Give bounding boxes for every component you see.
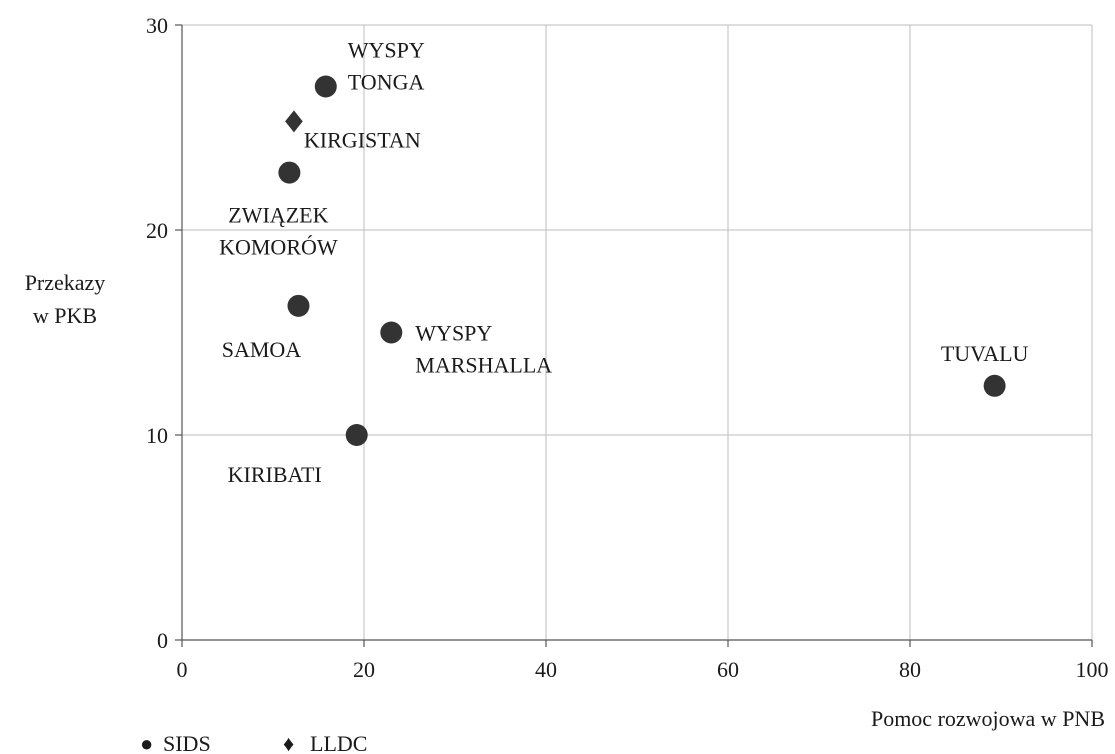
point-label-wyspy-tonga-line2: TONGA	[348, 70, 425, 95]
point-label-związek-komorów-line2: KOMORÓW	[219, 235, 338, 260]
y-axis-title-line1: Przekazy	[25, 270, 106, 295]
y-tick-label-20: 20	[146, 218, 168, 243]
point-label-wyspy-tonga-line1: WYSPY	[348, 38, 425, 63]
legend-symbol-sids: ●	[140, 731, 153, 754]
point-lldc-kirgistan	[285, 110, 303, 133]
y-tick-label-30: 30	[146, 13, 168, 38]
y-tick-label-10: 10	[146, 423, 168, 448]
y-axis-title-line2: w PKB	[33, 303, 97, 328]
point-label-wyspy-marshalla-line1: WYSPY	[415, 321, 492, 346]
point-sids-wyspy-marshalla	[380, 321, 403, 344]
legend-symbol-lldc: ♦	[283, 731, 294, 754]
x-tick-label-20: 20	[353, 657, 375, 682]
x-axis-title: Pomoc rozwojowa w PNB	[871, 706, 1105, 731]
point-labels: WYSPY TONGA ZWIĄZEK KOMORÓW SAMOA WYSPY MARSHA…	[219, 38, 1028, 488]
x-tick-label-40: 40	[535, 657, 557, 682]
tick-labels: 0 10 20 30 0 20 40 60 80 100	[146, 13, 1109, 682]
axes	[175, 24, 1093, 647]
point-label-samoa-line1: SAMOA	[222, 337, 302, 362]
legend-label-lldc: LLDC	[310, 731, 367, 754]
point-sids-tuvalu	[983, 374, 1006, 397]
point-label-kiribati-line1: KIRIBATI	[228, 462, 322, 487]
x-tick-label-100: 100	[1076, 657, 1109, 682]
data-points	[278, 75, 1006, 446]
x-tick-label-60: 60	[717, 657, 739, 682]
y-tick-label-0: 0	[157, 628, 168, 653]
point-label-związek-komorów-line1: ZWIĄZEK	[228, 203, 328, 228]
grid	[182, 24, 1093, 640]
point-sids-kiribati	[345, 424, 368, 446]
point-label-kirgistan-line1: KIRGISTAN	[304, 127, 421, 152]
point-sids-samoa	[287, 294, 310, 317]
x-tick-label-0: 0	[177, 657, 188, 682]
legend-label-sids: SIDS	[163, 731, 211, 754]
point-sids-związek-komorów	[278, 161, 301, 184]
x-tick-label-80: 80	[899, 657, 921, 682]
point-sids-wyspy-tonga	[314, 75, 337, 98]
legend: ● SIDS ♦ LLDC	[140, 731, 367, 754]
point-label-tuvalu-line1: TUVALU	[941, 341, 1029, 366]
point-label-wyspy-marshalla-line2: MARSHALLA	[415, 353, 552, 378]
